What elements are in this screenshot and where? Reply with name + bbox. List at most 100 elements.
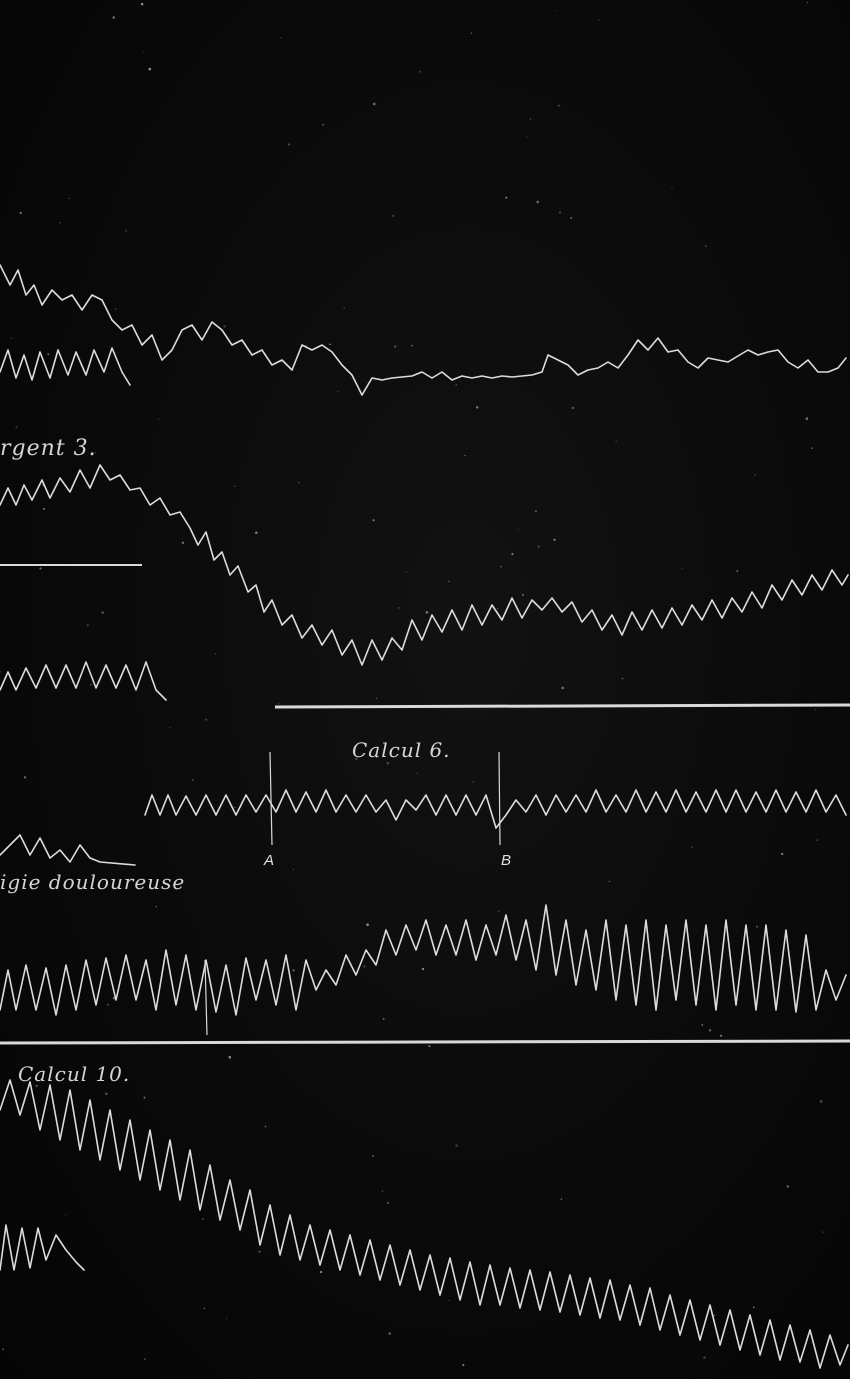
dust-speck <box>234 806 236 808</box>
marker-line-b <box>498 751 501 846</box>
pulse-trace-2 <box>0 347 131 386</box>
dust-speck <box>704 245 707 247</box>
dust-speck <box>511 552 514 556</box>
dust-speck <box>280 37 282 39</box>
dust-speck <box>537 545 540 548</box>
dust-speck <box>264 1125 267 1128</box>
dust-speck <box>521 594 524 596</box>
pulse-trace-3 <box>0 661 167 701</box>
dust-speck <box>2 1348 5 1351</box>
dust-speck <box>114 307 117 310</box>
dust-speck <box>505 196 508 199</box>
dust-speck <box>557 104 560 107</box>
dust-speck <box>806 1 809 4</box>
dust-speck <box>43 507 45 510</box>
dust-speck <box>448 580 450 582</box>
dust-speck <box>329 343 331 346</box>
dust-speck <box>140 2 144 6</box>
dust-speck <box>112 16 115 19</box>
dust-speck <box>376 757 378 759</box>
pulse-trace-calcul6 <box>144 789 847 829</box>
pulse-trace-1 <box>0 264 847 396</box>
marker-line-lower <box>204 959 208 1036</box>
separator-rule-upper <box>274 703 850 709</box>
dust-speck <box>671 187 673 190</box>
dust-speck <box>233 485 236 488</box>
dust-speck <box>411 344 413 347</box>
dust-speck <box>19 211 22 215</box>
dust-speck <box>786 1185 789 1188</box>
dust-speck <box>811 447 813 449</box>
dust-speck <box>736 570 739 572</box>
dust-speck <box>754 474 756 476</box>
plate-dust <box>0 1 824 1378</box>
dust-speck <box>462 1364 465 1367</box>
dust-speck <box>815 708 817 710</box>
dust-speck <box>95 451 97 454</box>
dust-speck <box>39 567 42 570</box>
dust-speck <box>201 1218 204 1221</box>
dust-speck <box>405 571 407 573</box>
dust-speck <box>0 670 2 673</box>
pulse-trace-calcul10 <box>0 1079 849 1369</box>
dust-speck <box>421 967 425 971</box>
dust-speck <box>720 1034 723 1037</box>
label-calcul-6: Calcul 6. <box>352 738 451 762</box>
dust-speck <box>101 611 105 614</box>
dust-speck <box>822 1231 824 1233</box>
dust-speck <box>560 1198 563 1200</box>
dust-speck <box>497 910 500 913</box>
dust-speck <box>86 624 89 627</box>
dust-speck <box>381 1190 384 1193</box>
pulse-trace-douloureuse <box>0 904 847 1016</box>
dust-speck <box>169 726 171 729</box>
dust-speck <box>143 1096 146 1099</box>
dust-speck <box>472 781 474 783</box>
dust-speck <box>292 868 294 870</box>
pulse-trace-4 <box>0 834 136 866</box>
dust-speck <box>343 306 346 309</box>
dust-speck <box>621 677 624 680</box>
dust-speck <box>68 197 71 200</box>
dust-speck <box>249 1376 251 1378</box>
marker-label-a: A <box>264 852 275 869</box>
dust-speck <box>157 418 159 420</box>
dust-speck <box>615 440 617 442</box>
dust-speck <box>464 454 466 457</box>
dust-speck <box>23 776 27 779</box>
dust-speck <box>112 997 115 1000</box>
dust-speck <box>59 222 61 224</box>
dust-speck <box>428 1045 431 1048</box>
dust-speck <box>305 344 307 347</box>
dust-speck <box>756 925 758 928</box>
dust-speck <box>355 757 358 761</box>
dust-speck <box>203 1307 206 1310</box>
dust-speck <box>555 10 557 12</box>
dust-speck <box>298 482 300 484</box>
dust-speck <box>65 1214 67 1216</box>
dust-speck <box>143 1358 146 1361</box>
dust-speck <box>425 611 429 614</box>
dust-speck <box>372 1155 374 1158</box>
dust-speck <box>455 383 458 386</box>
label-douloureuse: igie douloureuse <box>0 870 186 894</box>
dust-speck <box>535 510 537 512</box>
dust-speck <box>416 772 418 774</box>
dust-speck <box>10 337 13 339</box>
dust-speck <box>148 67 152 71</box>
dust-speck <box>47 353 50 356</box>
dust-speck <box>608 880 611 883</box>
dust-speck <box>681 567 683 569</box>
dust-speck <box>363 965 366 968</box>
dust-speck <box>419 71 421 73</box>
dust-speck <box>223 325 226 328</box>
dust-speck <box>598 19 600 21</box>
dust-speck <box>319 1270 323 1274</box>
dust-speck <box>90 683 92 686</box>
dust-speck <box>278 703 280 705</box>
marker-line-a <box>269 751 273 846</box>
dust-speck <box>155 906 158 908</box>
pulse-trace-argent <box>0 464 849 666</box>
marker-label-b: B <box>501 852 512 869</box>
dust-speck <box>536 200 540 204</box>
